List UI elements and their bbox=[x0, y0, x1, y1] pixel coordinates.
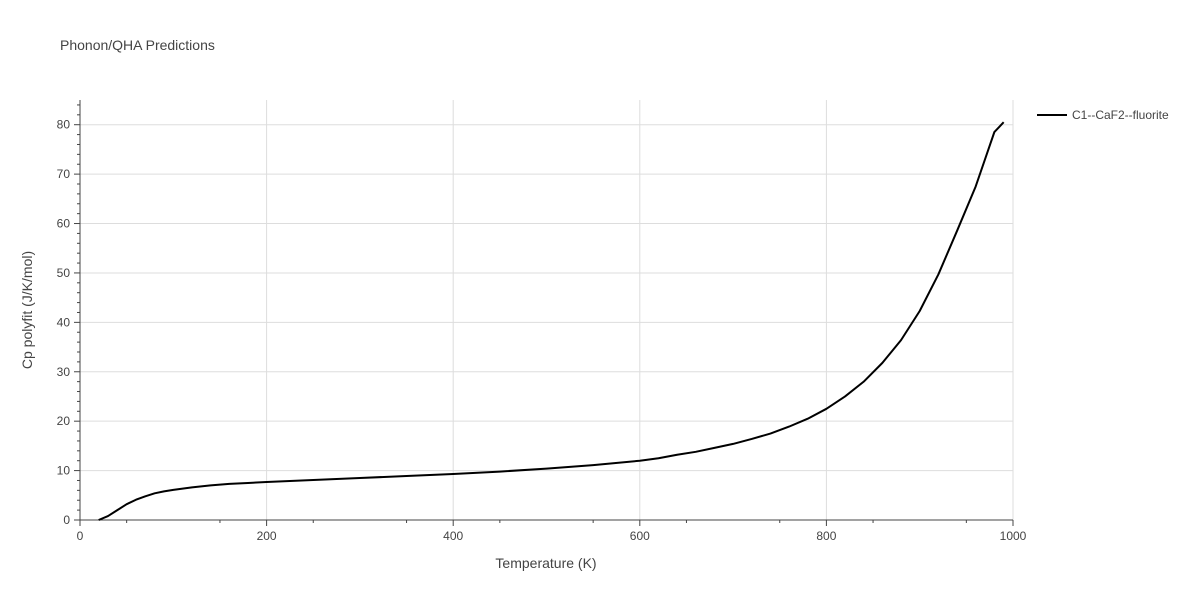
legend[interactable]: C1--CaF2--fluorite bbox=[1037, 108, 1169, 122]
x-tick-label: 1000 bbox=[1000, 529, 1027, 543]
legend-item[interactable]: C1--CaF2--fluorite bbox=[1037, 108, 1169, 122]
x-tick-label: 600 bbox=[630, 529, 650, 543]
x-tick-label: 400 bbox=[443, 529, 463, 543]
grid-lines bbox=[80, 100, 1014, 520]
x-tick-label: 0 bbox=[77, 529, 84, 543]
y-tick-label: 10 bbox=[57, 464, 71, 478]
y-tick-label: 30 bbox=[57, 365, 71, 379]
y-tick-label: 40 bbox=[57, 315, 71, 329]
legend-label: C1--CaF2--fluorite bbox=[1072, 108, 1169, 122]
axes: 0 200 400 600 800 1000 0 10 20 30 40 50 60 70 80 bbox=[57, 100, 1027, 543]
y-tick-label: 20 bbox=[57, 414, 71, 428]
y-tick-label: 60 bbox=[57, 217, 71, 231]
x-tick-label: 800 bbox=[816, 529, 836, 543]
y-tick-label: 70 bbox=[57, 167, 71, 181]
plot-area bbox=[98, 121, 1005, 521]
series-line-0 bbox=[98, 121, 1005, 521]
y-tick-label: 50 bbox=[57, 266, 71, 280]
x-axis-title: Temperature (K) bbox=[495, 555, 596, 571]
y-tick-label: 0 bbox=[63, 513, 70, 527]
y-tick-label: 80 bbox=[57, 118, 71, 132]
y-axis-title: Cp polyfit (J/K/mol) bbox=[19, 251, 35, 369]
x-tick-label: 200 bbox=[257, 529, 277, 543]
chart-title: Phonon/QHA Predictions bbox=[60, 37, 215, 53]
